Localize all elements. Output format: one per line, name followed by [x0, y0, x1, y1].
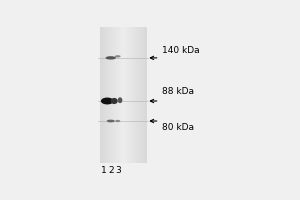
Text: 80 kDa: 80 kDa [162, 123, 194, 132]
Text: 1: 1 [101, 166, 106, 175]
Ellipse shape [106, 56, 116, 60]
Text: 2: 2 [108, 166, 113, 175]
Text: 88 kDa: 88 kDa [162, 87, 194, 96]
Ellipse shape [115, 120, 120, 122]
Ellipse shape [107, 120, 115, 122]
Ellipse shape [115, 55, 121, 57]
Text: 140 kDa: 140 kDa [162, 46, 200, 55]
Ellipse shape [111, 98, 118, 104]
Ellipse shape [118, 97, 122, 103]
Ellipse shape [101, 98, 114, 104]
Text: 3: 3 [115, 166, 121, 175]
